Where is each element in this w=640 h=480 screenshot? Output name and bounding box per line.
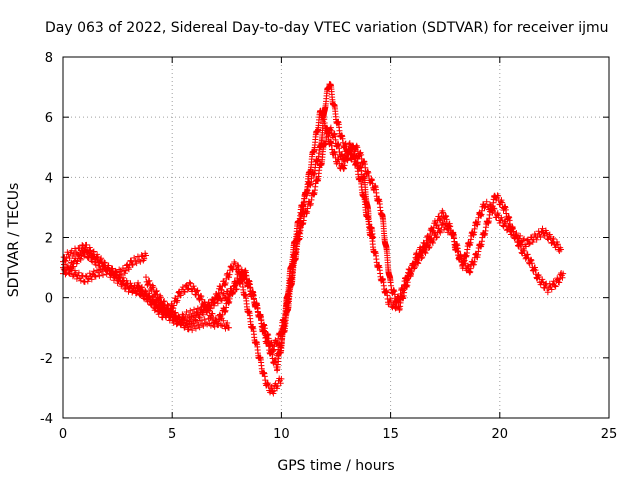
x-tick-label: 25	[601, 427, 618, 442]
series-track-d	[142, 81, 567, 374]
y-tick-label: 0	[45, 292, 53, 307]
x-tick-label: 20	[492, 427, 509, 442]
series-markers	[274, 124, 377, 359]
x-tick-label: 10	[273, 427, 290, 442]
axis-ticks: 0 5 10 15 20 25 -4 -2 0 2 4 6 8	[40, 51, 617, 442]
y-tick-label: -2	[40, 352, 53, 367]
series-track-e	[134, 279, 232, 332]
x-tick-label: 15	[382, 427, 399, 442]
data-series	[60, 81, 567, 397]
x-tick-label: 5	[168, 427, 176, 442]
y-tick-label: 6	[45, 111, 53, 126]
y-tick-label: 8	[45, 51, 53, 66]
chart-title: Day 063 of 2022, Sidereal Day-to-day VTE…	[45, 20, 609, 36]
y-axis-title: SDTVAR / TECUs	[6, 183, 22, 298]
series-markers	[134, 279, 232, 332]
series-markers	[142, 81, 567, 374]
x-tick-label: 0	[59, 427, 67, 442]
y-tick-label: -4	[40, 412, 53, 427]
series-track-f	[274, 124, 377, 359]
x-axis-title: GPS time / hours	[277, 458, 394, 474]
y-tick-label: 2	[45, 232, 53, 247]
y-tick-label: 4	[45, 171, 53, 186]
